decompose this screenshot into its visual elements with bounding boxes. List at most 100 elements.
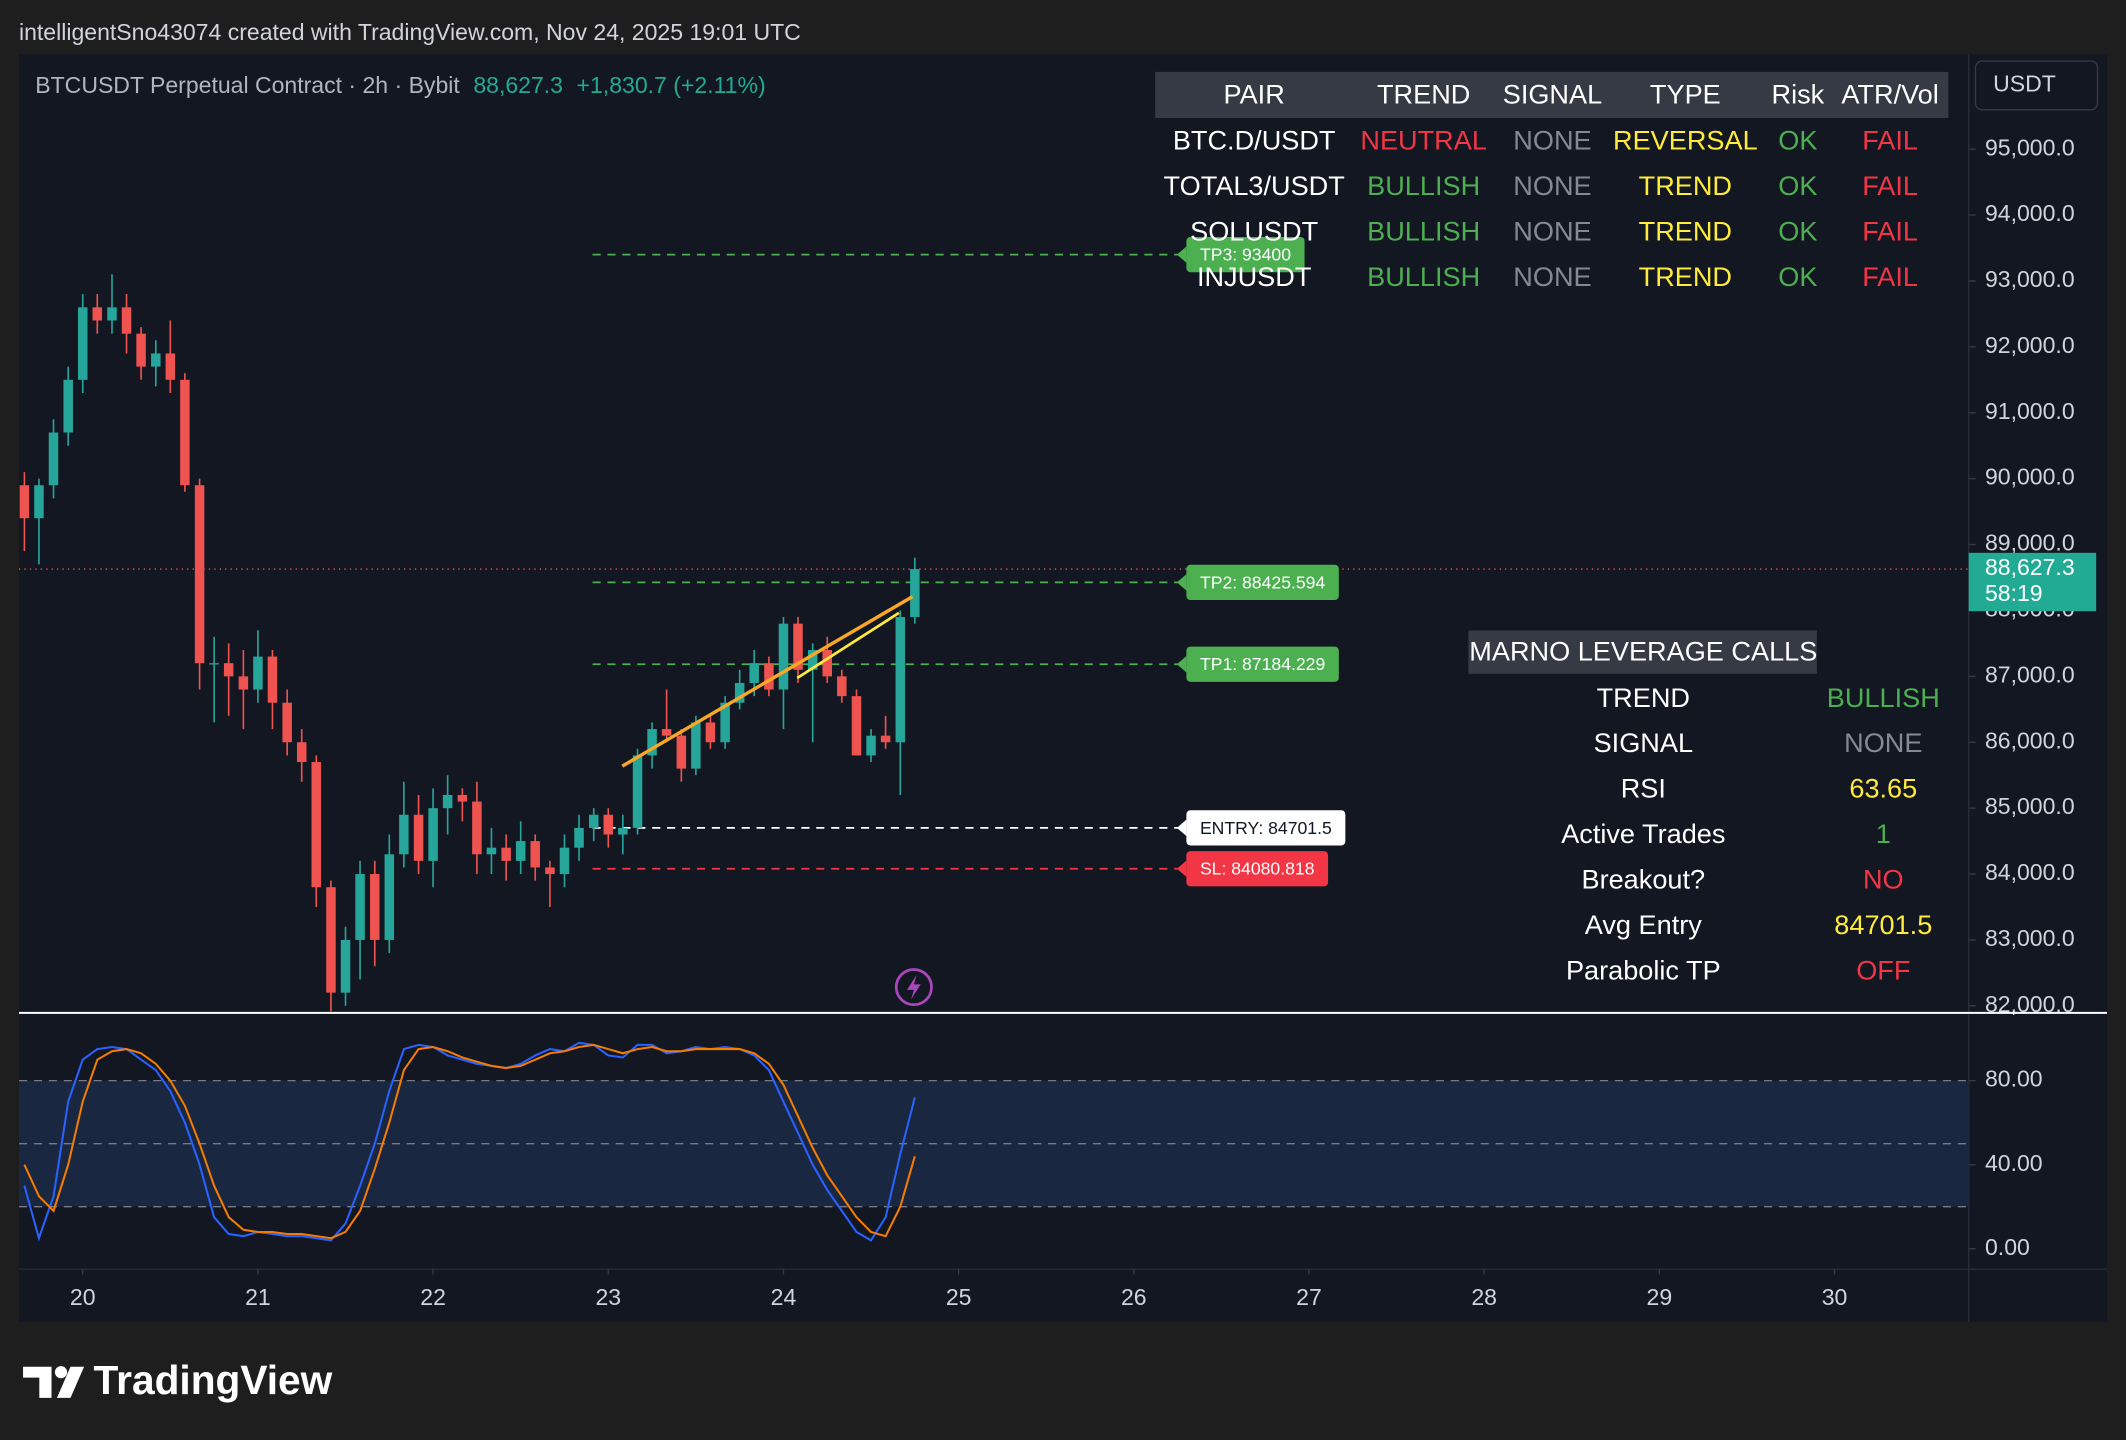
time-tick-label: 20 bbox=[70, 1284, 96, 1310]
legend-price: 88,627.3 bbox=[473, 72, 563, 98]
table-cell: REVERSAL bbox=[1613, 125, 1758, 156]
table-cell: FAIL bbox=[1862, 125, 1918, 156]
table-cell: FAIL bbox=[1862, 261, 1918, 292]
price-tick-label: 90,000.0 bbox=[1985, 464, 2075, 490]
level-tag-pointer bbox=[1176, 574, 1187, 591]
candle-body bbox=[238, 676, 249, 690]
candle-body bbox=[574, 827, 584, 848]
candle-body bbox=[603, 814, 614, 835]
table-cell: BULLISH bbox=[1367, 215, 1480, 246]
candle-body bbox=[63, 379, 73, 433]
table-header: PAIR bbox=[1224, 78, 1285, 109]
time-tick-label: 28 bbox=[1471, 1284, 1497, 1310]
price-tick-label: 94,000.0 bbox=[1985, 200, 2075, 226]
candle-body bbox=[48, 432, 59, 486]
attribution: intelligentSno43074 created with Trading… bbox=[19, 19, 801, 45]
trend-line bbox=[796, 611, 900, 680]
price-tick-label: 84,000.0 bbox=[1985, 859, 2075, 885]
candle-body bbox=[267, 656, 278, 703]
candle-body bbox=[253, 656, 263, 690]
table-cell: OK bbox=[1778, 215, 1817, 246]
time-tick-label: 22 bbox=[420, 1284, 446, 1310]
candle-body bbox=[442, 794, 453, 809]
last-price-bg bbox=[1968, 552, 2097, 612]
price-tick-label: 87,000.0 bbox=[1985, 661, 2075, 687]
time-tick-label: 30 bbox=[1822, 1284, 1848, 1310]
level-tag-box bbox=[1186, 646, 1339, 682]
candle-body bbox=[793, 623, 803, 670]
brand: TradingView bbox=[94, 1357, 333, 1403]
currency-label[interactable]: USDT bbox=[1993, 71, 2056, 97]
logo-mark bbox=[56, 1366, 85, 1398]
level-tag-label: TP1: 87184.229 bbox=[1200, 654, 1325, 674]
candle-body bbox=[384, 854, 395, 940]
candle-body bbox=[822, 649, 833, 677]
time-tick-label: 23 bbox=[595, 1284, 621, 1310]
table-header: Risk bbox=[1772, 78, 1825, 109]
candle-body bbox=[530, 841, 540, 868]
table-cell: NONE bbox=[1513, 215, 1591, 246]
candle-body bbox=[340, 939, 351, 993]
candle-body bbox=[19, 485, 30, 519]
price-tick-label: 86,000.0 bbox=[1985, 727, 2075, 753]
candle-body bbox=[121, 307, 132, 334]
level-tag: TP2: 88425.594 bbox=[1176, 564, 1339, 601]
table-cell: NONE bbox=[1513, 170, 1591, 201]
trend-line bbox=[621, 595, 914, 768]
indicator-tick-label: 0.00 bbox=[1985, 1234, 2030, 1260]
alert-icon[interactable] bbox=[894, 968, 933, 1007]
candle-body bbox=[807, 649, 818, 670]
price-pane bbox=[18, 253, 1969, 1012]
calls-title-bg bbox=[1468, 630, 1817, 674]
price-tick-label: 95,000.0 bbox=[1985, 134, 2075, 160]
level-tag: TP1: 87184.229 bbox=[1176, 646, 1339, 682]
candle-body bbox=[413, 814, 424, 861]
calls-value: BULLISH bbox=[1827, 682, 1940, 713]
candle-body bbox=[778, 623, 789, 690]
level-tag-label: SL: 84080.818 bbox=[1200, 859, 1315, 879]
indicator-tick-label: 80.00 bbox=[1985, 1066, 2043, 1092]
table-header: TREND bbox=[1377, 78, 1470, 109]
logo-dot bbox=[54, 1366, 68, 1379]
candle-body bbox=[880, 735, 891, 743]
table-cell: SOLUSDT bbox=[1190, 215, 1318, 246]
legend-change: +1,830.7 (+2.11%) bbox=[577, 72, 766, 98]
table-header: TYPE bbox=[1650, 78, 1721, 109]
table-cell: NONE bbox=[1513, 261, 1591, 292]
calls-label: Parabolic TP bbox=[1566, 954, 1721, 985]
candle-body bbox=[428, 808, 438, 861]
candle-body bbox=[676, 735, 687, 769]
candle-body bbox=[895, 617, 906, 743]
level-tag-box bbox=[1186, 236, 1305, 273]
candle-body bbox=[661, 729, 672, 736]
calls-value: NO bbox=[1863, 864, 1904, 895]
candle-body bbox=[720, 702, 730, 743]
table-header-bg bbox=[1155, 71, 1949, 118]
overlay: 82,000.083,000.084,000.085,000.086,000.0… bbox=[70, 71, 2097, 1310]
level-tag: ENTRY: 84701.5 bbox=[1176, 810, 1346, 846]
table-cell: OK bbox=[1778, 170, 1817, 201]
calls-value: 84701.5 bbox=[1834, 909, 1932, 940]
level-tag-pointer bbox=[1176, 246, 1187, 263]
table-header: SIGNAL bbox=[1503, 78, 1602, 109]
level-tag-pointer bbox=[1176, 656, 1187, 673]
indicator-pane bbox=[18, 1041, 1969, 1242]
indicator-line bbox=[23, 1043, 916, 1240]
candle-body bbox=[355, 874, 365, 940]
table-cell: BTC.D/USDT bbox=[1173, 125, 1336, 156]
candle-body bbox=[180, 379, 190, 486]
price-tick-label: 93,000.0 bbox=[1985, 266, 2075, 292]
candle-body bbox=[472, 801, 482, 855]
candle-body bbox=[223, 663, 234, 677]
brand-logo: TradingView bbox=[23, 1357, 333, 1403]
last-price-box: 88,627.358:19 bbox=[1968, 552, 2097, 612]
logo-mark bbox=[23, 1366, 52, 1398]
table-cell: TOTAL3/USDT bbox=[1164, 170, 1345, 201]
currency-button[interactable] bbox=[1974, 60, 2099, 111]
candle-body bbox=[457, 794, 468, 802]
candle-body bbox=[515, 841, 526, 861]
table-header: ATR/Vol bbox=[1841, 78, 1938, 109]
level-tag-pointer bbox=[1176, 860, 1187, 877]
candle-body bbox=[296, 742, 307, 763]
